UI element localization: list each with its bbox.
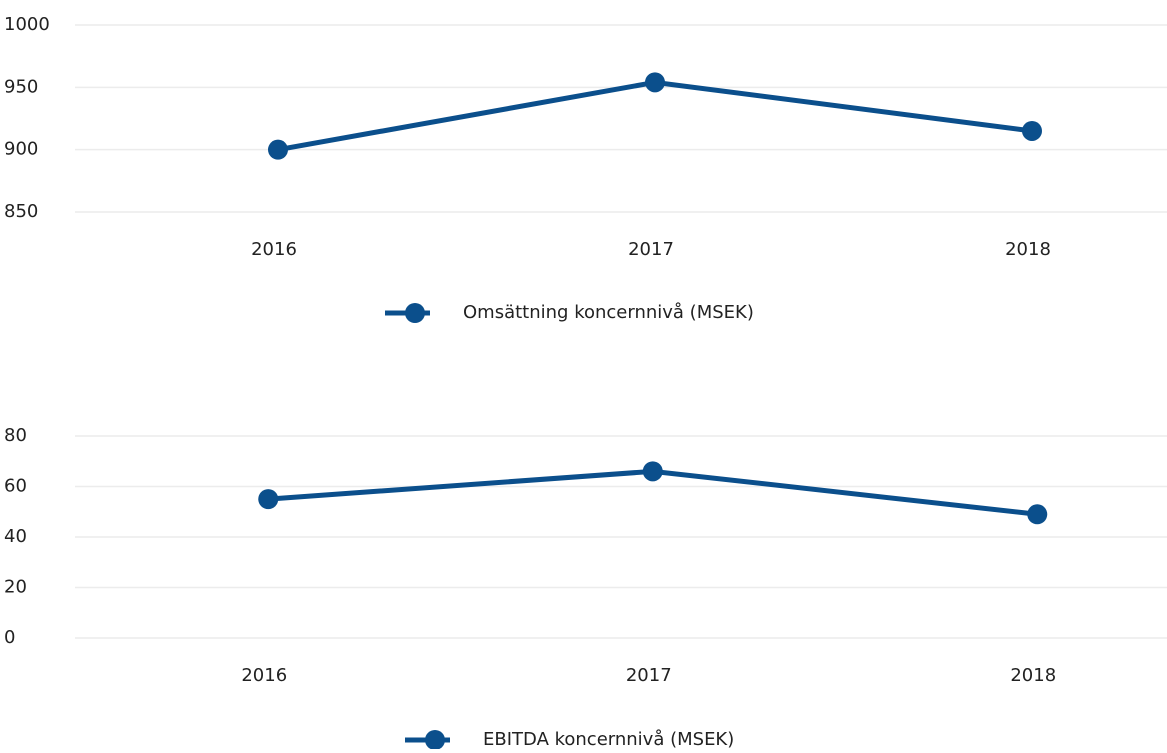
y-tick-label: 80 xyxy=(4,425,27,446)
x-tick-label: 2018 xyxy=(1005,239,1051,260)
point xyxy=(645,72,665,93)
y-tick-label: 850 xyxy=(4,201,38,222)
point xyxy=(268,139,288,160)
y-tick-label: 60 xyxy=(4,476,27,497)
y-tick-label: 1000 xyxy=(4,14,50,35)
y-tick-label: 900 xyxy=(4,139,38,160)
point xyxy=(258,489,279,510)
x-tick-label: 2016 xyxy=(251,239,297,260)
point xyxy=(1027,504,1048,525)
point xyxy=(642,461,663,482)
legend-marker xyxy=(405,303,425,323)
series-line xyxy=(277,79,1033,153)
point xyxy=(1022,120,1042,141)
x-tick-label: 2017 xyxy=(626,665,672,686)
legend-marker xyxy=(425,730,445,750)
legend-label: Omsättning koncernnivå (MSEK) xyxy=(463,302,754,323)
x-tick-label: 2016 xyxy=(241,665,287,686)
y-tick-label: 20 xyxy=(4,577,27,598)
x-tick-label: 2018 xyxy=(1010,665,1056,686)
y-tick-label: 40 xyxy=(4,526,27,547)
legend-label: EBITDA koncernnivå (MSEK) xyxy=(483,729,734,749)
y-tick-label: 950 xyxy=(4,76,38,97)
y-tick-label: 0 xyxy=(4,627,15,648)
x-tick-label: 2017 xyxy=(628,239,674,260)
